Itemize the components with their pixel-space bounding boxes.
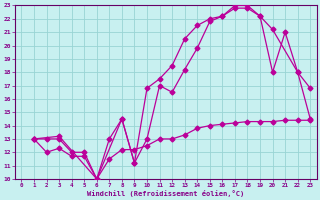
X-axis label: Windchill (Refroidissement éolien,°C): Windchill (Refroidissement éolien,°C): [87, 190, 244, 197]
